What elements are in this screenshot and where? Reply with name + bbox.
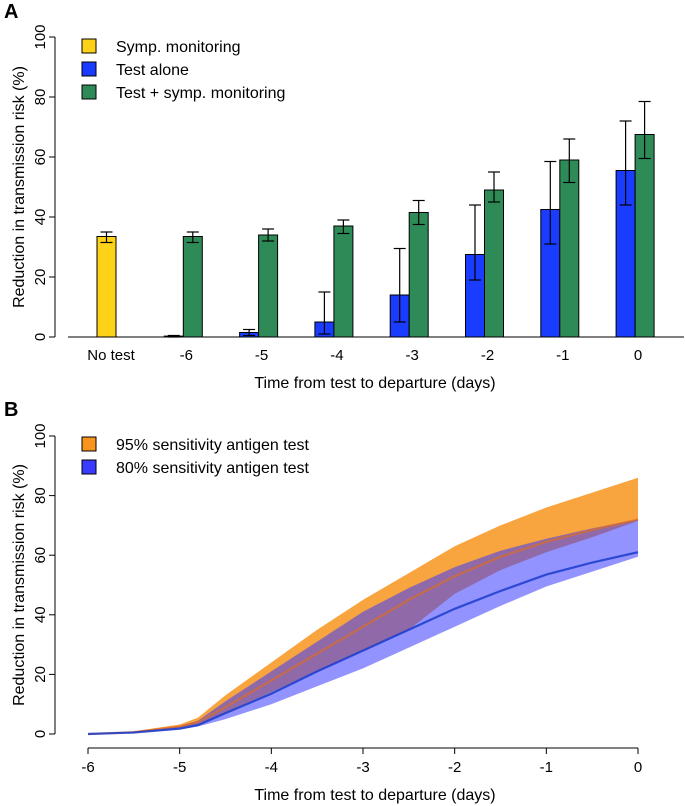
panel-b-x-tick-label: -3: [356, 759, 369, 776]
panel-a: A 0 20 40 60 80 100 No test -6 -5 -4 -3 -2 -1 0 Symp. …: [4, 1, 684, 392]
panel-a-legend-swatch: [81, 38, 97, 54]
panel-a-plot-area: 0 20 40 60 80 100 No test -6 -5 -4 -3 -2 -1 0 Symp. mo…: [32, 24, 684, 364]
panel-a-y-tick-label: 0: [32, 333, 49, 341]
panel-a-x-tick-label: -5: [255, 347, 268, 364]
panel-a-x-tick-label: -6: [180, 347, 193, 364]
panel-b-plot-area: 0 20 40 60 80 100 -6 -5 -4 -3 -2 -1 0 95% sensitivity…: [32, 423, 642, 776]
panel-a-bar: [484, 189, 504, 338]
panel-b-legend-label: 95% sensitivity antigen test: [116, 437, 310, 454]
panel-a-y-tick-label: 40: [32, 209, 49, 226]
panel-a-bar: [182, 236, 203, 338]
panel-a-legend-label: Test alone: [116, 62, 189, 79]
panel-b-letter: B: [4, 399, 18, 421]
panel-b-x-tick-label: -2: [448, 759, 461, 776]
panel-b-blue-line: [87, 551, 639, 736]
panel-b-y-tick-label: 20: [32, 666, 49, 683]
panel-a-legend-label: Test + symp. monitoring: [116, 85, 285, 102]
panel-a-bar: [634, 134, 655, 338]
panel-a-bar: [96, 236, 117, 338]
panel-b-x-axis-label: Time from test to departure (days): [254, 787, 495, 804]
panel-b-x-tick-label: -4: [265, 759, 278, 776]
panel-a-y-tick-label: 100: [32, 24, 49, 49]
panel-b-y-tick-label: 40: [32, 606, 49, 623]
panel-a-x-tick-label: -1: [556, 347, 569, 364]
panel-b-legend-swatch: [81, 436, 97, 452]
panel-b-orange-line: [87, 518, 639, 736]
panel-b-x-tick-label: -5: [173, 759, 186, 776]
panel-a-x-tick-label: 0: [634, 347, 642, 364]
panel-a-y-tick-label: 20: [32, 269, 49, 286]
panel-a-y-axis-label: Reduction in transmission risk (%): [11, 66, 28, 308]
panel-a-x-tick-label: -2: [481, 347, 494, 364]
panel-b-y-tick-label: 60: [32, 547, 49, 564]
panel-a-x-tick-label: -3: [406, 347, 419, 364]
panel-a-x-axis-label: Time from test to departure (days): [254, 375, 495, 392]
panel-b-y-tick-label: 0: [32, 730, 49, 738]
panel-b-x-tick-label: 0: [634, 759, 642, 776]
panel-a-bar: [333, 225, 354, 338]
panel-b-legend-label: 80% sensitivity antigen test: [116, 460, 310, 477]
panel-a-bar: [408, 212, 429, 338]
panel-b-y-tick-label: 80: [32, 487, 49, 504]
panel-a-x-tick-label: No test: [87, 347, 135, 364]
panel-a-bar: [559, 159, 580, 338]
panel-b-orange-band: [88, 477, 638, 734]
panel-a-legend-swatch: [81, 61, 97, 77]
panel-b-y-tick-label: 100: [32, 423, 49, 448]
panel-a-y-tick-label: 80: [32, 89, 49, 106]
panel-a-legend-label: Symp. monitoring: [116, 39, 241, 56]
panel-a-legend-swatch: [81, 84, 97, 100]
panel-b-x-tick-label: -6: [81, 759, 94, 776]
panel-b-x-tick-label: -1: [540, 759, 553, 776]
panel-a-letter: A: [4, 1, 18, 23]
panel-b-y-axis-label: Reduction in transmission risk (%): [11, 464, 28, 706]
panel-a-y-tick-label: 60: [32, 149, 49, 166]
panel-b: B 0 20 40 60 80 100 -6 -5 -4 -3 -2 -1 0 95% sensitivi…: [4, 399, 642, 804]
panel-a-bar: [258, 234, 279, 338]
panel-b-legend-swatch: [81, 459, 97, 475]
panel-a-x-tick-label: -4: [330, 347, 343, 364]
